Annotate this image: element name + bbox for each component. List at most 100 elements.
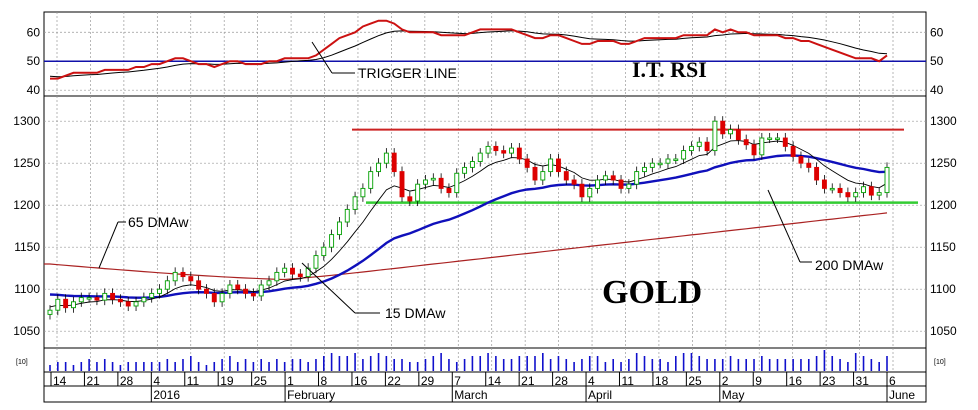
volume-bars: [49, 350, 888, 371]
chart-title: GOLD: [602, 274, 702, 311]
candle-down: [618, 179, 624, 189]
candle-up: [665, 158, 671, 164]
candle-down: [751, 144, 757, 156]
candle-up: [626, 183, 632, 189]
x-tick-label: 16: [789, 374, 803, 388]
rsi-tick-left: 50: [27, 54, 41, 68]
candle-down: [290, 267, 295, 275]
candle-up: [861, 186, 866, 194]
candle-up: [219, 292, 225, 303]
candle-up: [164, 280, 170, 290]
candle-up: [485, 145, 491, 154]
candle-up: [149, 292, 155, 299]
date-axis: [43, 371, 927, 403]
candle-down: [814, 166, 820, 181]
candle-up: [141, 297, 147, 303]
candle-down: [782, 137, 788, 147]
x-tick-label: 6: [889, 374, 896, 388]
candle-down: [501, 150, 507, 154]
candle-down: [196, 280, 202, 290]
candle-down: [125, 301, 131, 307]
x-tick-label: 14: [53, 374, 67, 388]
ma65-label: 65 DMAw: [128, 214, 189, 230]
candle-up: [78, 297, 84, 303]
rsi-panel: [43, 11, 927, 97]
candle-up: [634, 171, 640, 185]
candle-down: [868, 186, 874, 196]
x-tick-label: 31: [856, 374, 870, 388]
candle-down: [735, 129, 741, 141]
candle-up: [649, 162, 655, 168]
price-tick-left: 1100: [14, 282, 40, 296]
candle-down: [110, 292, 116, 300]
candle-up: [696, 141, 702, 147]
candle-up: [853, 192, 859, 198]
candle-up: [423, 179, 428, 185]
x-tick-label: 16: [354, 374, 368, 388]
ma15-label: 15 DMAw: [385, 305, 446, 321]
candle-up: [430, 177, 436, 181]
price-tick-right: 1300: [930, 114, 957, 128]
x-tick-label: 9: [755, 374, 762, 388]
rsi-tick-right: 50: [930, 54, 944, 68]
volume-axis-label-right: [10]: [934, 359, 946, 366]
candle-down: [493, 145, 499, 152]
candle-down: [188, 276, 194, 282]
rsi-tick-right: 40: [930, 83, 944, 97]
ma65-leader: [98, 221, 119, 269]
axis-labels: 14 21 28 4 11 19 25 1 8 16 22 29 7 14 21 28 4 11 18 25 2 9 16 2…: [13, 25, 957, 402]
candle-up: [383, 152, 389, 164]
candle-up: [344, 208, 350, 223]
rsi-line: [50, 19, 888, 80]
candle-up: [712, 120, 718, 152]
x-tick-label: 28: [120, 374, 134, 388]
month-label: February: [287, 388, 335, 402]
x-tick-label: 21: [521, 374, 535, 388]
candle-up: [376, 162, 381, 173]
candle-down: [532, 166, 538, 181]
x-tick-label: 25: [254, 374, 268, 388]
candle-up: [368, 171, 374, 189]
candle-down: [391, 152, 397, 173]
price-tick-right: 1100: [930, 282, 956, 296]
candle-up: [352, 196, 358, 210]
candle-down: [399, 171, 405, 198]
gridlines: [44, 12, 926, 372]
price-tick-left: 1300: [13, 114, 40, 128]
price-tick-right: 1200: [930, 198, 957, 212]
x-tick-label: 1: [287, 374, 294, 388]
candle-down: [571, 179, 577, 185]
ma200-leader: [767, 189, 801, 263]
candle-down: [798, 156, 804, 164]
candle-down: [516, 147, 522, 160]
candle-down: [524, 158, 530, 168]
candle-up: [55, 298, 61, 311]
x-tick-label: 7: [454, 374, 461, 388]
candle-up: [258, 284, 264, 297]
price-tick-left: 1050: [13, 324, 40, 338]
candle-up: [657, 162, 663, 166]
x-tick-label: 28: [555, 374, 569, 388]
candle-up: [540, 171, 546, 181]
candle-up: [688, 145, 694, 152]
rsi-tick-left: 60: [27, 25, 41, 39]
x-tick-label: 14: [488, 374, 502, 388]
candle-up: [775, 137, 780, 140]
price-tick-left: 1150: [14, 240, 40, 254]
candle-down: [790, 145, 796, 157]
candle-up: [133, 301, 139, 307]
candle-down: [837, 187, 843, 194]
candle-up: [415, 183, 421, 202]
candle-down: [821, 179, 827, 189]
candle-down: [63, 298, 69, 309]
trigger-line-label: TRIGGER LINE: [358, 65, 457, 81]
candle-up: [587, 187, 593, 198]
candle-down: [117, 298, 123, 303]
candle-up: [673, 158, 679, 161]
candle-up: [71, 301, 76, 309]
candle-down: [579, 183, 585, 198]
ma15-leader: [301, 262, 356, 314]
month-label: June: [889, 388, 915, 402]
candle-up: [462, 166, 468, 174]
month-label: May: [722, 388, 745, 402]
